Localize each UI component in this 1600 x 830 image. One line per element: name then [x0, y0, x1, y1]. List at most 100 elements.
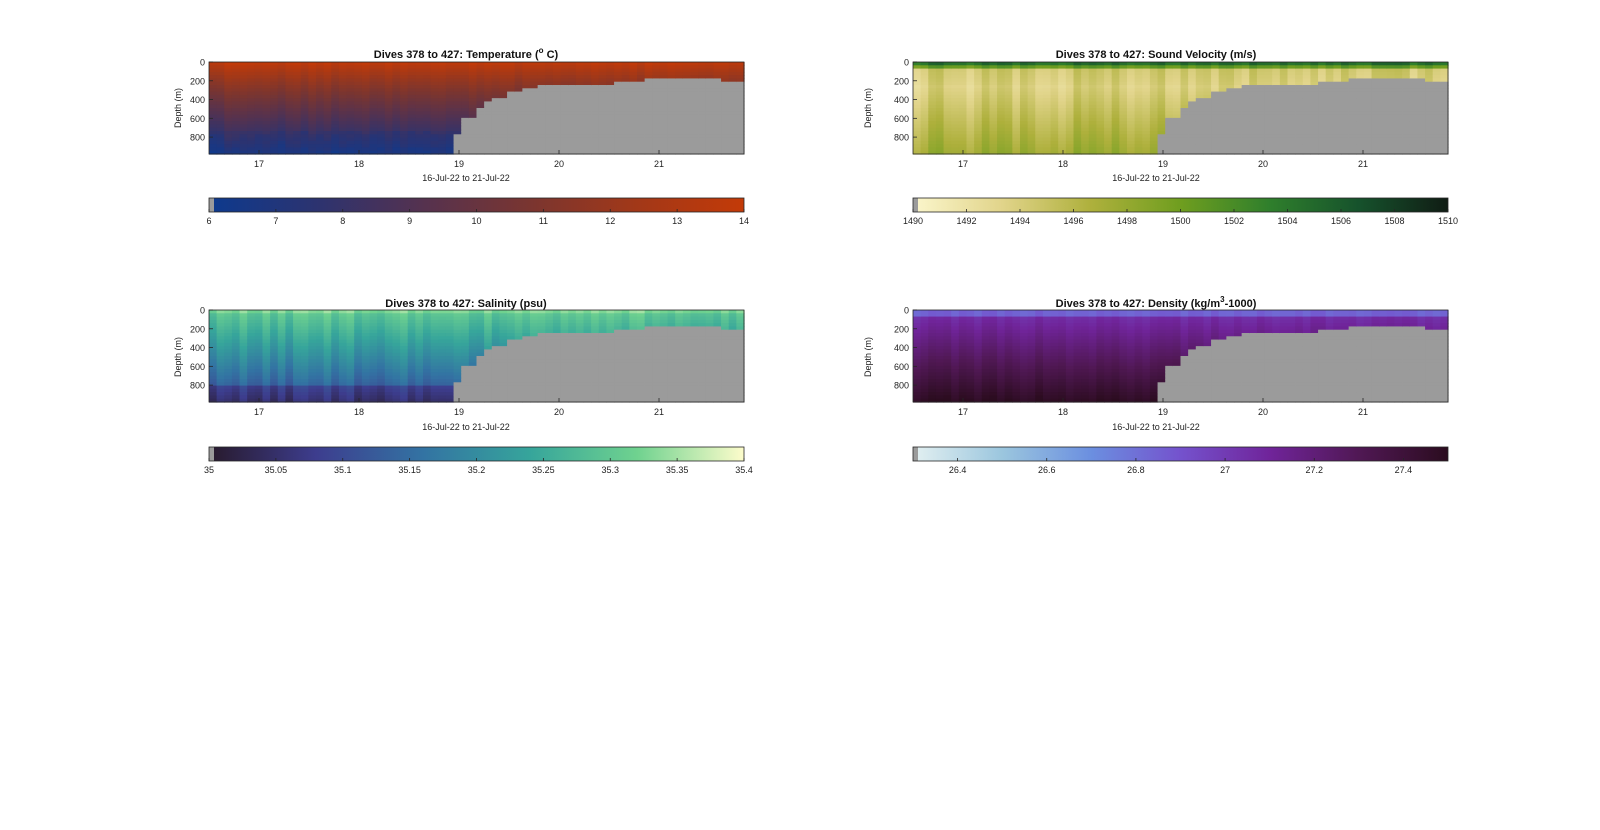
heatmap-cell	[254, 147, 264, 152]
heatmap-cell	[629, 117, 638, 122]
heatmap-cell	[316, 342, 325, 347]
heatmap-cell	[308, 101, 317, 106]
heatmap-cell	[1134, 101, 1143, 106]
heatmap-cell	[300, 131, 309, 135]
heatmap-cell	[1402, 104, 1411, 109]
heatmap-cell	[1050, 81, 1059, 86]
heatmap-cell	[1058, 124, 1067, 129]
heatmap-cell	[254, 395, 264, 400]
heatmap-cell	[1348, 71, 1357, 76]
heatmap-cell	[468, 144, 478, 149]
heatmap-cell	[484, 150, 493, 155]
heatmap-cell	[1386, 127, 1396, 132]
heatmap-cell	[713, 150, 722, 155]
heatmap-cell	[239, 85, 248, 89]
heatmap-cell	[913, 101, 922, 106]
heatmap-cell	[690, 98, 699, 103]
heatmap-cell	[943, 131, 952, 135]
heatmap-cell	[637, 150, 646, 155]
heatmap-cell	[415, 323, 424, 328]
heatmap-cell	[966, 147, 975, 152]
heatmap-cell	[361, 88, 371, 93]
heatmap-cell	[591, 111, 600, 116]
heatmap-cell	[1165, 137, 1174, 142]
heatmap-cell	[484, 75, 493, 80]
heatmap-cell	[545, 98, 554, 103]
heatmap-cell	[400, 382, 409, 387]
heatmap-cell	[1402, 108, 1411, 112]
heatmap-cell	[392, 388, 401, 393]
heatmap-cell	[308, 362, 317, 367]
heatmap-cell	[951, 85, 960, 89]
heatmap-cell	[300, 117, 309, 122]
heatmap-cell	[1104, 137, 1113, 142]
heatmap-cell	[1256, 94, 1266, 99]
heatmap-cell	[530, 134, 539, 139]
heatmap-cell	[667, 127, 676, 132]
heatmap-cell	[1195, 81, 1205, 86]
heatmap-cell	[1318, 137, 1327, 142]
heatmap-cell	[1134, 65, 1143, 70]
heatmap-cell	[323, 108, 332, 112]
heatmap-cell	[1440, 127, 1449, 132]
heatmap-cell	[1119, 62, 1128, 66]
heatmap-cell	[935, 78, 945, 83]
heatmap-cell	[1264, 101, 1273, 106]
heatmap-cell	[1058, 121, 1067, 126]
heatmap-cell	[392, 121, 401, 126]
heatmap-cell	[935, 144, 945, 149]
heatmap-cell	[1042, 91, 1052, 96]
heatmap-cell	[591, 68, 600, 73]
heatmap-cell	[920, 121, 929, 126]
heatmap-cell	[1027, 117, 1036, 122]
heatmap-cell	[1065, 68, 1075, 73]
heatmap-cell	[254, 71, 264, 76]
heatmap-cell	[1073, 78, 1082, 83]
heatmap-cell	[705, 131, 715, 135]
heatmap-cell	[598, 81, 608, 86]
heatmap-cell	[667, 85, 676, 89]
heatmap-cell	[407, 349, 416, 354]
heatmap-cell	[736, 150, 745, 155]
heatmap-cell	[1440, 65, 1449, 70]
heatmap-cell	[453, 336, 462, 341]
heatmap-cell	[1371, 127, 1380, 132]
heatmap-cell	[392, 362, 401, 367]
heatmap-cell	[1249, 137, 1258, 142]
heatmap-cell	[323, 359, 332, 364]
heatmap-cell	[491, 65, 501, 70]
heatmap-cell	[430, 339, 439, 344]
heatmap-cell	[997, 144, 1006, 149]
heatmap-cell	[300, 369, 309, 374]
heatmap-cell	[346, 114, 355, 119]
heatmap-cell	[384, 137, 394, 142]
heatmap-cell	[928, 68, 937, 73]
heatmap-cell	[1172, 137, 1182, 142]
heatmap-cell	[966, 134, 975, 139]
heatmap-cell	[1149, 71, 1159, 76]
heatmap-cell	[415, 313, 424, 318]
heatmap-cell	[430, 104, 439, 109]
heatmap-cell	[591, 98, 600, 103]
heatmap-cell	[323, 346, 332, 351]
heatmap-cell	[468, 134, 478, 139]
heatmap-cell	[728, 131, 737, 135]
heatmap-cell	[606, 121, 615, 126]
heatmap-cell	[423, 342, 432, 347]
heatmap-cell	[1295, 75, 1304, 80]
heatmap-cell	[316, 379, 325, 383]
heatmap-cell	[262, 342, 271, 347]
heatmap-cell	[1386, 147, 1396, 152]
heatmap-cell	[392, 81, 401, 86]
heatmap-cell	[675, 114, 684, 119]
heatmap-cell	[1081, 88, 1090, 93]
heatmap-cell	[323, 333, 332, 337]
heatmap-cell	[1111, 150, 1120, 155]
heatmap-cell	[254, 392, 264, 397]
heatmap-cell	[736, 62, 745, 66]
heatmap-cell	[1432, 137, 1441, 142]
heatmap-cell	[507, 124, 516, 129]
heatmap-cell	[415, 339, 424, 344]
heatmap-cell	[974, 147, 983, 152]
colorbar: 1490 1492 1494 1496 1498 1500 1502 1504 1506 1508…	[903, 197, 1458, 226]
